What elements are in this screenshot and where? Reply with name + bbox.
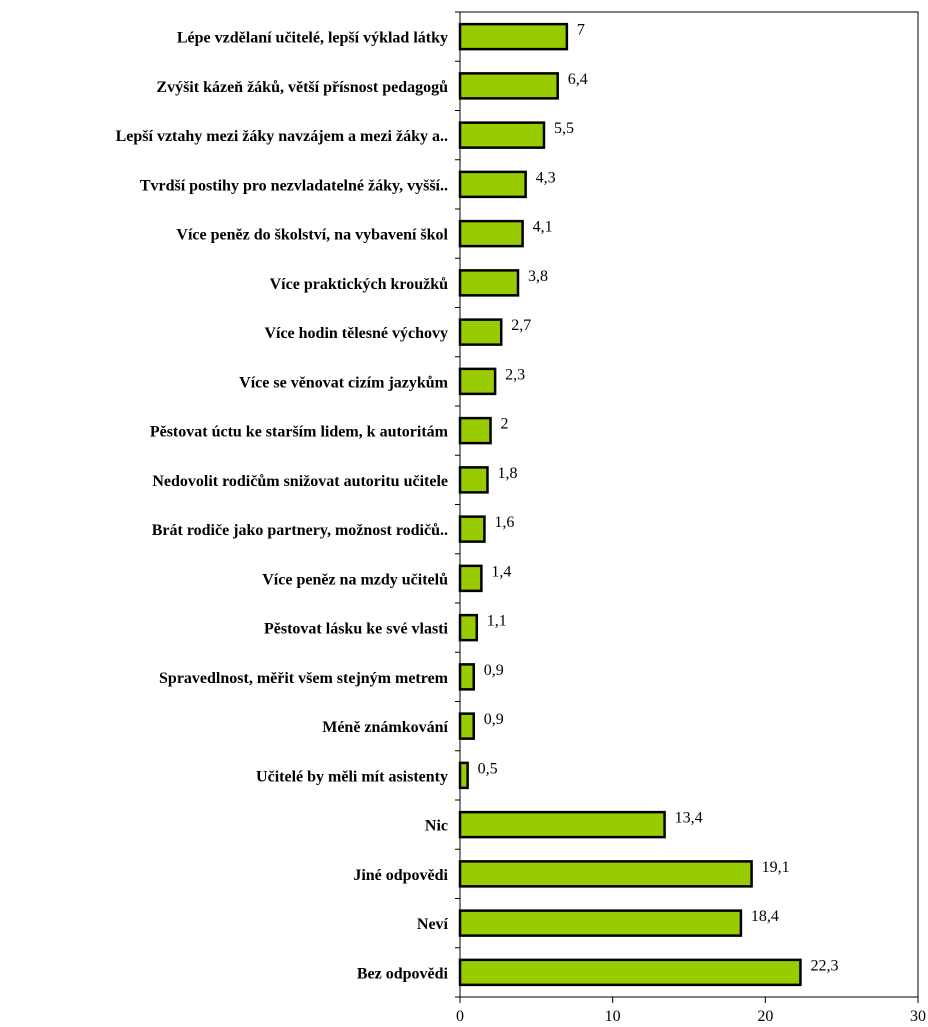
category-label: Spravedlnost, měřit všem stejným metrem [159,670,449,687]
category-label: Nedovolit rodičům snižovat autoritu učit… [152,473,448,490]
value-label: 18,4 [751,908,779,925]
value-label: 2 [501,416,509,433]
category-label: Nic [425,818,448,835]
category-label: Lepší vztahy mezi žáky navzájem a mezi ž… [116,128,448,145]
category-label: Bez odpovědi [357,965,449,982]
bar [458,712,475,740]
category-label: Více hodin tělesné výchovy [264,325,448,342]
category-label: Pěstovat lásku ke své vlasti [264,621,449,638]
category-label: Více se věnovat cizím jazykům [239,374,449,391]
x-tick-label: 0 [456,1008,464,1025]
value-label: 0,5 [478,760,498,777]
bar [458,564,483,593]
value-label: 4,1 [533,219,553,236]
value-label: 2,3 [505,366,525,383]
bar [458,810,666,839]
category-label: Neví [417,916,449,933]
bar [458,613,479,642]
bar [458,416,492,445]
value-label: 6,4 [568,71,588,88]
value-label: 22,3 [810,957,838,974]
category-label: Pěstovat úctu ke starším lidem, k autori… [150,424,449,441]
bar [458,860,753,888]
value-label: 1,1 [487,613,507,630]
category-label: Učitelé by měli mít asistenty [256,768,448,785]
value-label: 2,7 [511,317,531,334]
bar [458,121,546,149]
value-label: 1,4 [491,563,511,580]
bar [458,466,489,494]
bar [458,22,569,51]
x-tick-label: 20 [757,1008,773,1025]
value-labels: 7 6,4 5,5 4,3 4,1 3,8 2,7 2,3 2 1,8 1,6 1,4 1,1 0,9 0,… [478,22,839,975]
bar [458,663,475,691]
bar [458,219,524,248]
bars [458,22,802,987]
category-label: Brát rodiče jako partnery, možnost rodič… [152,522,448,539]
value-label: 0,9 [484,662,504,679]
value-label: 4,3 [536,169,556,186]
value-label: 7 [577,22,585,39]
bar [458,170,527,199]
value-label: 3,8 [528,268,548,285]
bar [458,515,486,543]
category-label: Lépe vzdělaní učitelé, lepší výklad látk… [177,30,448,47]
bar [458,72,559,100]
value-label: 13,4 [675,810,703,827]
value-label: 5,5 [554,120,574,137]
bar [458,761,469,790]
category-label: Více peněz do školství, na vybavení škol [176,227,448,244]
value-label: 19,1 [762,859,790,876]
value-label: 0,9 [484,711,504,728]
value-label: 1,8 [497,465,517,482]
bar [458,367,497,396]
category-labels: Lépe vzdělaní učitelé, lepší výklad látk… [116,30,449,983]
bar [458,958,802,987]
category-label: Méně známkování [322,719,448,736]
x-tick-label: 10 [605,1008,621,1025]
bar [458,909,743,937]
x-axis-ticks: 0 10 20 30 [455,11,926,1025]
value-label: 1,6 [494,514,514,531]
category-label: Více praktických kroužků [270,276,448,293]
bar [458,269,520,297]
category-label: Zvýšit kázeň žáků, větší přísnost pedago… [156,79,448,96]
plot-area [459,11,919,998]
category-label: Jiné odpovědi [353,867,448,884]
x-tick-label: 30 [910,1008,926,1025]
category-label: Více peněz na mzdy učitelů [262,571,448,588]
bar [458,318,503,346]
category-label: Tvrdší postihy pro nezvladatelné žáky, v… [140,177,448,194]
